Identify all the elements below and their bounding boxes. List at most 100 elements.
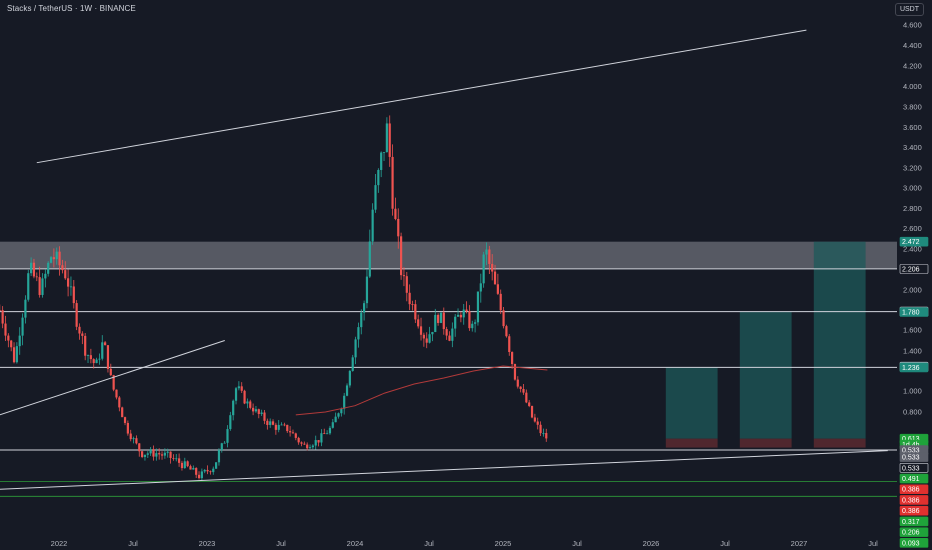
candle-body <box>286 424 289 432</box>
support-trendline <box>0 450 888 490</box>
candle-body <box>121 407 124 418</box>
candle-body <box>149 449 152 454</box>
candle-body <box>160 454 164 456</box>
candle-body <box>163 452 166 456</box>
horizontal-lines-layer <box>0 268 897 497</box>
price-tick-label: 1.400 <box>903 347 922 356</box>
price-tag-17-label: 0.093 <box>902 540 920 547</box>
price-tag-1-label: 2.206 <box>902 266 920 273</box>
candle-body <box>382 152 386 153</box>
candle-body <box>237 386 240 389</box>
candle-body <box>24 299 27 318</box>
candle-body <box>320 433 323 443</box>
price-tag-13-label: 0.386 <box>902 497 920 504</box>
moving-average-line <box>295 365 548 416</box>
price-tick-label: 3.400 <box>903 143 922 152</box>
candle-body <box>351 357 354 371</box>
candle-body <box>340 408 343 414</box>
candle-body <box>516 379 519 387</box>
candle-body <box>64 270 67 279</box>
candle-body <box>166 451 169 453</box>
price-tag-9-box <box>899 452 929 462</box>
candle-body <box>519 386 522 389</box>
candle-body <box>371 209 374 242</box>
price-tag-12-label: 0.386 <box>902 487 920 494</box>
candle-body <box>223 442 226 444</box>
price-tick-label: 1.600 <box>903 326 922 335</box>
candle-body <box>186 461 189 467</box>
price-tag-1-box <box>899 264 929 274</box>
candle-body <box>513 364 517 380</box>
candle-body <box>123 417 127 423</box>
price-tag-8-label: 0.533 <box>902 448 920 455</box>
candle-body <box>55 251 58 260</box>
price-tag-0-label: 2.472 <box>902 239 920 246</box>
candle-body <box>456 314 460 317</box>
resistance-zone <box>0 241 897 269</box>
candle-body <box>175 458 178 460</box>
time-tick-label: Jul <box>720 539 730 548</box>
price-tag-3-label: 1.780 <box>902 310 920 317</box>
candle-body <box>30 262 33 274</box>
candle-body <box>311 445 314 448</box>
candle-body <box>189 466 192 470</box>
candle-body <box>38 277 41 295</box>
candle-body <box>536 421 539 425</box>
candle-body <box>294 433 297 438</box>
candle-body <box>118 397 121 408</box>
candle-body <box>491 263 494 272</box>
time-tick-label: Jul <box>868 539 878 548</box>
candle-body <box>229 415 232 430</box>
candle-body <box>27 273 30 300</box>
time-tick-label: 2024 <box>347 539 364 548</box>
candle-body <box>499 293 502 311</box>
candle-body <box>522 388 525 393</box>
candle-body <box>138 443 141 452</box>
time-axis[interactable]: 2022 Jul 2023 Jul 2024 Jul 2025 Jul 2026 Jul 2027 J… <box>0 535 897 550</box>
candle-body <box>337 413 340 417</box>
candle-body <box>277 424 280 430</box>
candle-body <box>7 335 10 341</box>
candle-body <box>44 273 47 279</box>
candle-body <box>0 310 1 311</box>
candle-body <box>508 336 511 353</box>
currency-badge[interactable]: USDT <box>894 3 924 16</box>
price-tag-13-box <box>899 495 929 505</box>
candle-body <box>468 311 471 329</box>
candle-body <box>533 417 536 422</box>
price-tick-label: 3.600 <box>903 123 922 132</box>
price-tick-label: 4.600 <box>903 21 922 30</box>
price-tick-label: 4.000 <box>903 82 922 91</box>
candle-body <box>200 471 203 479</box>
candle-body <box>365 276 369 304</box>
candle-body <box>1 310 4 324</box>
price-tag-17-box <box>899 538 929 548</box>
candle-body <box>158 453 161 455</box>
candle-body <box>306 444 309 449</box>
candle-body <box>217 450 221 463</box>
candle-body <box>35 276 38 278</box>
tp3-stop-zone <box>813 438 866 448</box>
chart-title: Stacks / TetherUS · 1W · BINANCE <box>7 4 136 13</box>
candle-body <box>400 236 403 276</box>
candle-body <box>18 335 21 347</box>
candle-body <box>12 347 16 363</box>
candle-body <box>112 375 115 390</box>
candle-body <box>474 322 477 324</box>
candle-body <box>215 462 218 469</box>
price-tag-12-box <box>899 484 929 495</box>
candle-body <box>243 390 246 404</box>
candle-body <box>348 370 351 386</box>
price-tag-0-box <box>899 236 929 247</box>
candle-body <box>397 218 400 237</box>
candle-body <box>323 433 326 435</box>
candle-body <box>89 355 92 360</box>
candle-body <box>192 468 195 470</box>
candle-body <box>442 312 445 330</box>
candle-body <box>106 345 110 369</box>
lower-left-trendline <box>0 340 225 416</box>
price-tag-11-label: 0.491 <box>902 476 920 483</box>
candle-body <box>459 314 462 318</box>
candle-body <box>4 323 7 336</box>
